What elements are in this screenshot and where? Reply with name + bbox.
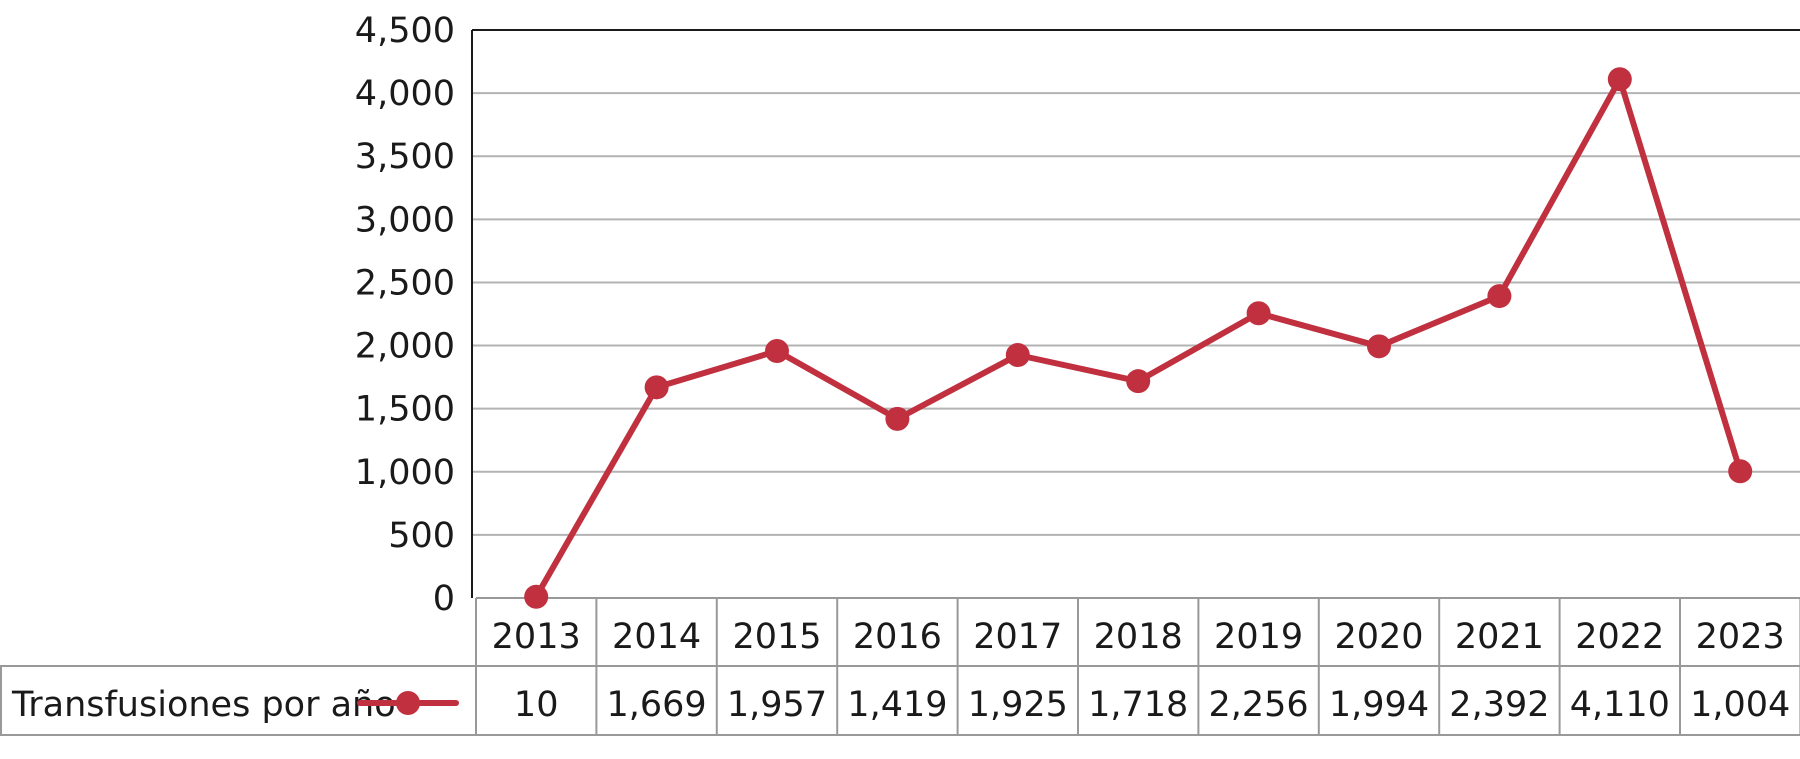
data-value-label: 4,110 <box>1570 685 1670 725</box>
data-value-label: 10 <box>514 685 559 725</box>
gridlines <box>472 92 1800 536</box>
y-axis-tick-labels: 0 500 1,000 1,500 2,000 2,500 3,000 3,500 4,000 4… <box>355 11 455 619</box>
y-tick-label: 0 <box>433 579 455 619</box>
data-point <box>1126 369 1151 394</box>
data-point <box>1246 301 1271 326</box>
data-value-label: 2,392 <box>1449 685 1549 725</box>
data-point <box>1607 67 1632 92</box>
y-tick-label: 2,500 <box>355 263 455 303</box>
data-value-label: 1,419 <box>847 685 947 725</box>
x-category-label: 2020 <box>1334 617 1423 657</box>
data-point <box>885 406 910 431</box>
data-value-label: 1,925 <box>968 685 1068 725</box>
data-table-category-row: 2013 2014 2015 2016 2017 2018 2019 2020 2021 2022… <box>492 617 1785 657</box>
data-value-label: 1,994 <box>1329 685 1429 725</box>
data-table-borders <box>0 597 1800 736</box>
x-category-label: 2021 <box>1455 617 1544 657</box>
y-tick-label: 3,000 <box>355 200 455 240</box>
data-table: 2013 2014 2015 2016 2017 2018 2019 2020 2021 2022… <box>0 597 1800 736</box>
x-category-label: 2017 <box>973 617 1062 657</box>
y-tick-label: 2,000 <box>355 327 455 367</box>
x-category-label: 2018 <box>1094 617 1183 657</box>
data-point <box>524 584 549 609</box>
plot-frame <box>471 29 1800 598</box>
data-point <box>644 375 669 400</box>
data-value-label: 2,256 <box>1208 685 1308 725</box>
data-value-label: 1,957 <box>727 685 827 725</box>
data-point <box>1005 343 1030 368</box>
data-table-value-row: 10 1,669 1,957 1,419 1,925 1,718 2,256 1,994 2,3… <box>514 685 1790 725</box>
y-tick-label: 500 <box>388 516 455 556</box>
x-category-label: 2019 <box>1214 617 1303 657</box>
x-category-label: 2015 <box>732 617 821 657</box>
x-category-label: 2022 <box>1575 617 1664 657</box>
data-value-label: 1,004 <box>1690 685 1790 725</box>
y-tick-label: 1,500 <box>355 390 455 430</box>
data-point <box>1728 459 1753 484</box>
legend-series-marker <box>396 691 420 715</box>
y-tick-label: 4,000 <box>355 74 455 114</box>
x-category-label: 2023 <box>1696 617 1785 657</box>
y-tick-label: 3,500 <box>355 137 455 177</box>
data-point <box>765 338 789 363</box>
x-category-label: 2016 <box>853 617 942 657</box>
data-value-label: 1,718 <box>1088 685 1188 725</box>
x-category-label: 2014 <box>612 617 701 657</box>
y-tick-label: 4,500 <box>355 11 455 51</box>
series-points <box>524 67 1753 609</box>
x-category-label: 2013 <box>492 617 581 657</box>
data-value-label: 1,669 <box>606 685 706 725</box>
y-tick-label: 1,000 <box>355 453 455 493</box>
data-point <box>1487 284 1512 309</box>
data-point <box>1367 334 1391 359</box>
legend-series-label: Transfusiones por año <box>11 685 396 725</box>
